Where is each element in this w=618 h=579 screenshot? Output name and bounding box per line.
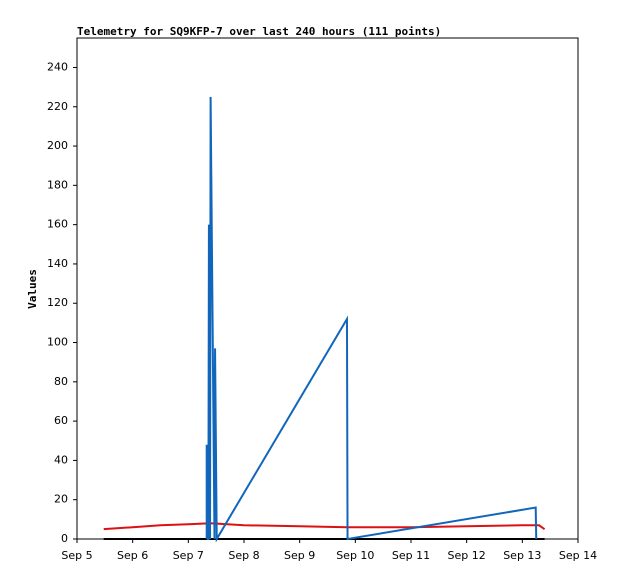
series-line [205,96,538,543]
x-tick-label: Sep 14 [559,549,597,562]
y-tick-label: 80 [54,375,68,388]
x-tick-label: Sep 12 [448,549,486,562]
y-tick-label: 180 [47,178,68,191]
y-tick-label: 160 [47,218,68,231]
x-tick-label: Sep 10 [336,549,374,562]
y-tick-label: 120 [47,296,68,309]
x-tick-label: Sep 7 [173,549,204,562]
y-tick-label: 140 [47,257,68,270]
y-tick-label: 240 [47,60,68,73]
y-tick-label: 20 [54,493,68,506]
x-tick-label: Sep 5 [61,549,92,562]
y-tick-label: 100 [47,336,68,349]
x-tick-label: Sep 6 [117,549,148,562]
x-tick-label: Sep 9 [284,549,315,562]
y-tick-label: 40 [54,453,68,466]
chart-title: Telemetry for SQ9KFP-7 over last 240 hou… [77,25,441,38]
y-tick-label: 0 [61,532,68,545]
x-tick-label: Sep 11 [392,549,430,562]
series-line [103,522,546,531]
plot-frame [76,37,579,540]
y-axis-label: Values [26,269,39,309]
y-tick-label: 60 [54,414,68,427]
y-tick-label: 200 [47,139,68,152]
x-tick-label: Sep 8 [228,549,259,562]
x-tick-label: Sep 13 [503,549,541,562]
y-tick-label: 220 [47,100,68,113]
